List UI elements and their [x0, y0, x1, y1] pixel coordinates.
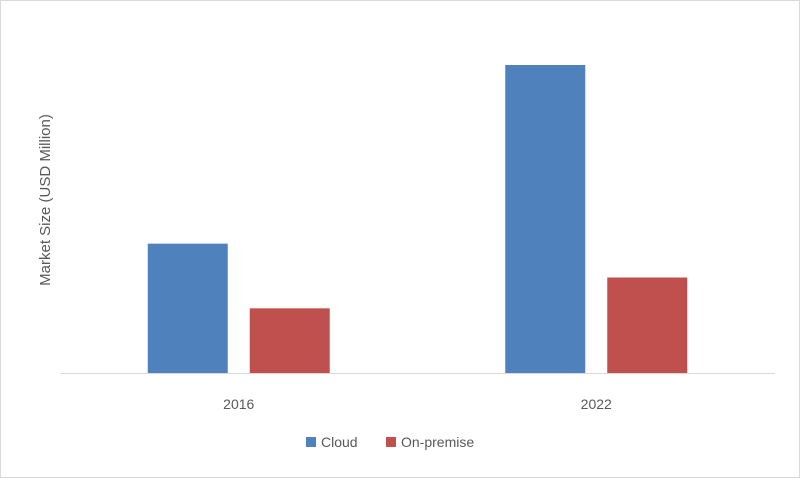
- legend-label-on-premise: On-premise: [401, 434, 474, 450]
- legend-swatch-on-premise: [386, 437, 396, 447]
- bar-cloud-2016: [147, 243, 228, 373]
- legend: Cloud On-premise: [306, 434, 474, 450]
- x-tick-label-2022: 2022: [581, 396, 612, 412]
- y-axis-label: Market Size (USD Million): [37, 114, 54, 286]
- bar-on-premise-2016: [249, 308, 330, 373]
- legend-swatch-cloud: [306, 437, 316, 447]
- bar-cloud-2022: [505, 65, 586, 373]
- bar-on-premise-2022: [607, 277, 688, 373]
- y-axis-title: Market Size (USD Million): [37, 114, 54, 286]
- legend-label-cloud: Cloud: [321, 434, 358, 450]
- x-tick-labels: 2016 2022: [223, 396, 612, 412]
- x-tick-label-2016: 2016: [223, 396, 254, 412]
- bars-layer: [147, 65, 688, 373]
